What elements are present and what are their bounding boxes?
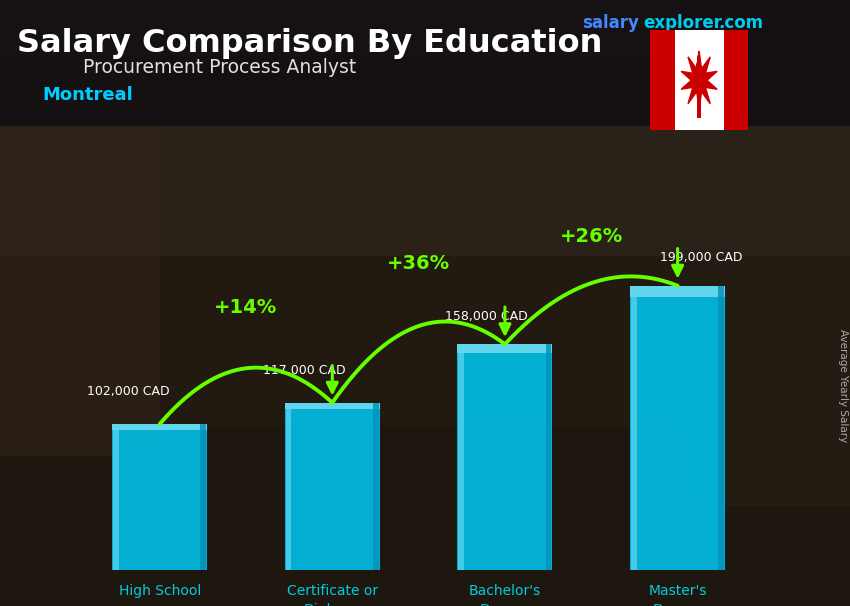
Text: Salary Comparison By Education: Salary Comparison By Education	[17, 28, 603, 59]
Bar	[285, 403, 380, 410]
Text: 117,000 CAD: 117,000 CAD	[264, 364, 346, 377]
Bar	[680, 6, 850, 506]
Text: +36%: +36%	[387, 254, 450, 273]
Bar	[285, 403, 380, 570]
Bar	[630, 286, 725, 297]
Bar	[113, 424, 119, 570]
Bar	[718, 286, 724, 570]
Bar	[286, 403, 292, 570]
Text: salary: salary	[582, 14, 639, 32]
Bar	[675, 30, 723, 130]
Text: Procurement Process Analyst: Procurement Process Analyst	[83, 58, 357, 77]
Text: 199,000 CAD: 199,000 CAD	[660, 251, 743, 264]
Bar	[160, 56, 680, 426]
Bar	[0, 0, 850, 256]
Bar	[0, 56, 160, 456]
Bar	[112, 424, 207, 570]
Text: +26%: +26%	[559, 227, 623, 245]
Bar	[457, 344, 552, 570]
Bar	[650, 30, 675, 130]
Polygon shape	[681, 52, 717, 109]
Text: .com: .com	[718, 14, 763, 32]
Text: 158,000 CAD: 158,000 CAD	[445, 310, 527, 323]
Bar	[697, 98, 701, 118]
Bar	[0, 256, 850, 606]
Bar	[0, 0, 850, 126]
Bar	[112, 424, 207, 430]
Bar	[546, 344, 552, 570]
Text: explorer: explorer	[643, 14, 722, 32]
Bar	[458, 344, 464, 570]
Text: Average Yearly Salary: Average Yearly Salary	[838, 330, 848, 442]
Text: Montreal: Montreal	[42, 86, 133, 104]
Bar	[457, 344, 552, 353]
Bar	[201, 424, 207, 570]
Bar	[723, 30, 748, 130]
Text: +14%: +14%	[214, 298, 278, 318]
Bar	[373, 403, 379, 570]
Text: 102,000 CAD: 102,000 CAD	[88, 385, 170, 399]
Bar	[631, 286, 637, 570]
Bar	[630, 286, 725, 570]
